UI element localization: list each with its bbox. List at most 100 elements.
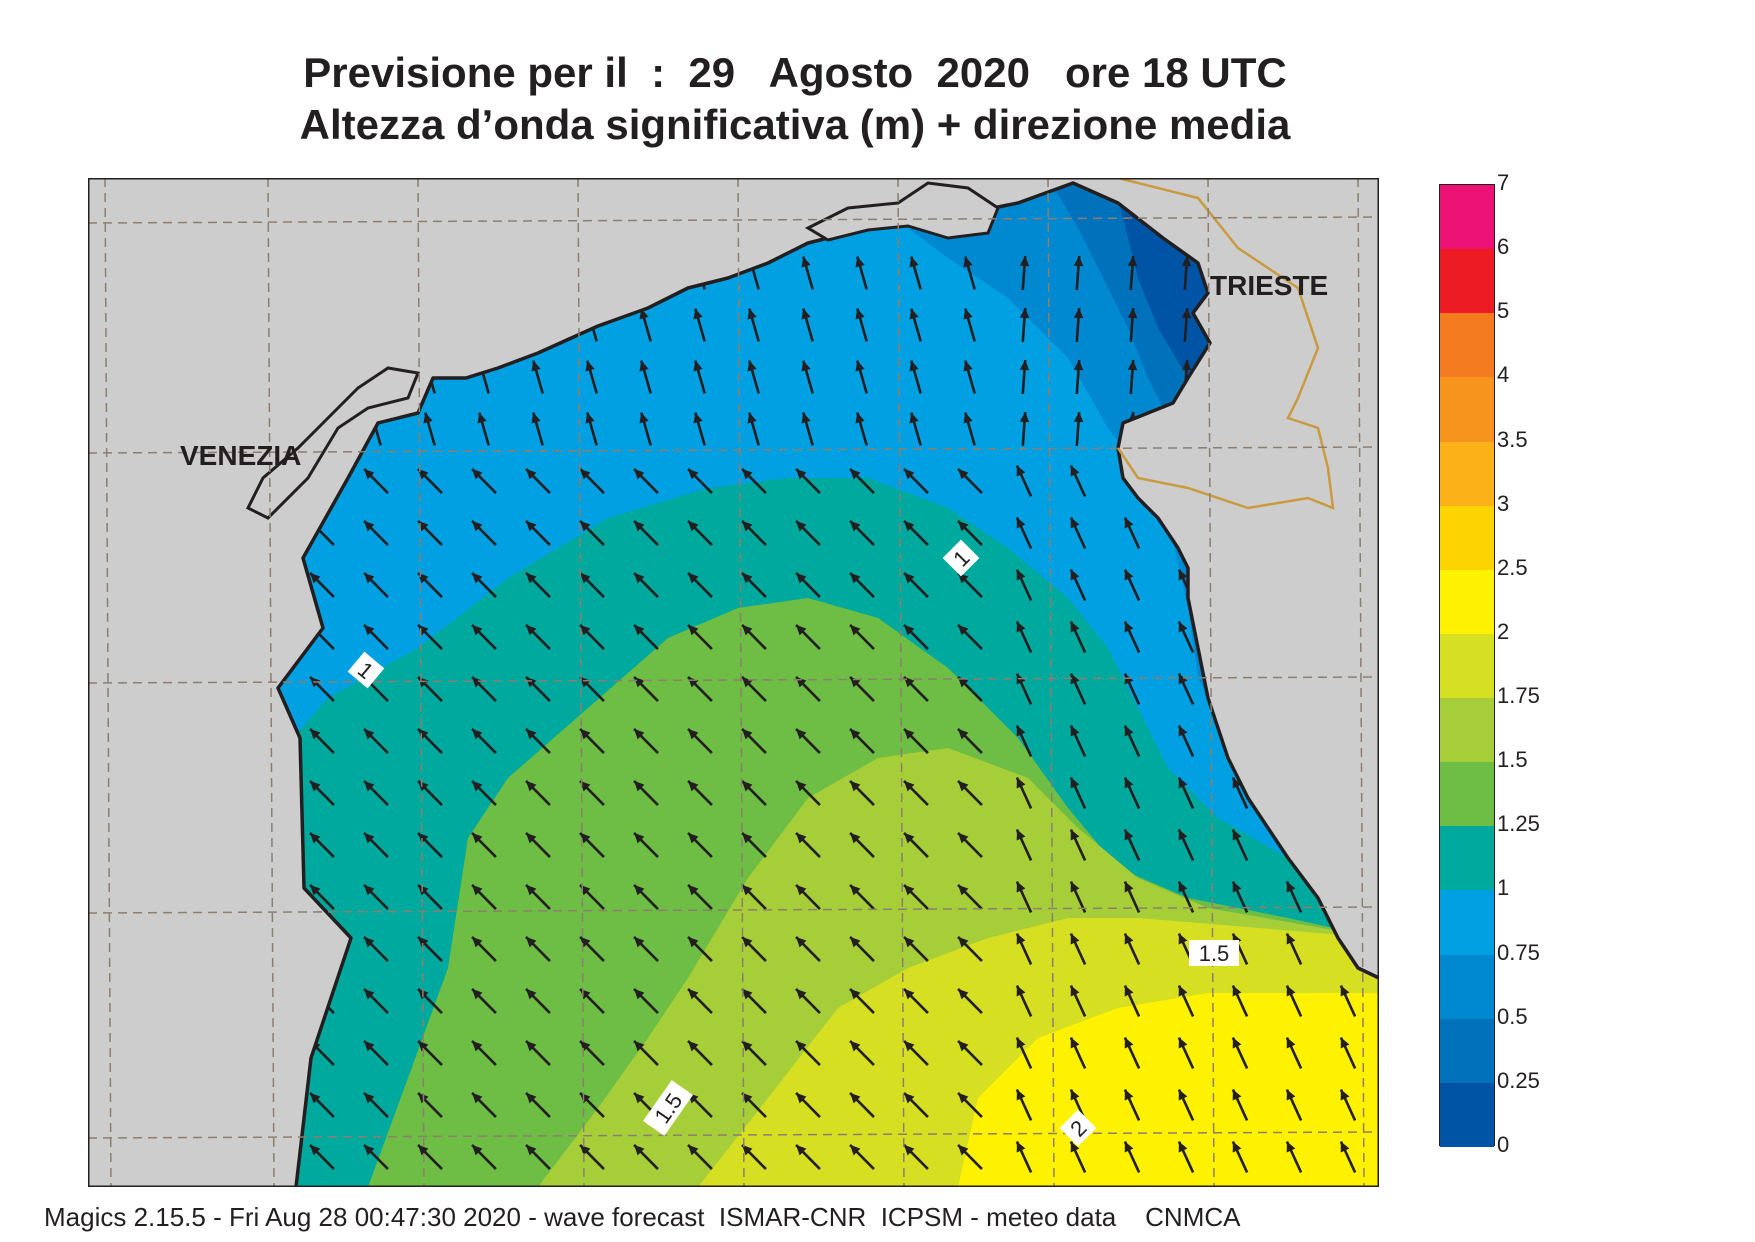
wave-direction-arrow <box>849 779 875 807</box>
wave-direction-arrow <box>957 467 983 495</box>
wave-direction-arrow <box>849 1039 875 1067</box>
band-2-2.5 <box>958 993 1379 1187</box>
wave-direction-arrow <box>741 935 767 963</box>
wave-direction-arrow <box>903 727 929 755</box>
wave-direction-arrow <box>687 1039 713 1067</box>
wave-direction-arrow <box>957 987 983 1015</box>
grid-meridian <box>737 178 745 1187</box>
wave-direction-arrow <box>741 883 767 911</box>
wave-direction-arrow <box>957 779 983 807</box>
wave-direction-arrow <box>795 1039 821 1067</box>
wave-direction-arrow <box>909 256 922 290</box>
wave-direction-arrow <box>477 412 490 446</box>
wave-direction-arrow <box>363 987 389 1015</box>
wave-direction-arrow <box>747 308 760 342</box>
color-scale-segment <box>1440 377 1494 443</box>
grid-meridian <box>267 178 275 1187</box>
wave-direction-arrow <box>801 412 814 446</box>
map-grid <box>88 178 1379 1187</box>
wave-direction-arrow <box>1019 359 1030 395</box>
wave-direction-arrow <box>639 360 652 394</box>
wave-direction-arrow <box>1069 569 1087 601</box>
wave-direction-arrow <box>417 1143 443 1171</box>
wave-direction-arrow <box>1123 1037 1141 1069</box>
wave-direction-arrow <box>1177 829 1195 861</box>
wave-direction-arrow <box>471 467 497 495</box>
wave-direction-arrow <box>525 883 551 911</box>
grid-parallel <box>88 906 1379 914</box>
color-scale-segment <box>1440 954 1494 1020</box>
color-scale-tick-label: 1.25 <box>1497 811 1540 837</box>
wave-direction-arrow <box>855 412 868 446</box>
wave-direction-arrow <box>957 831 983 859</box>
wave-direction-arrow <box>1231 777 1249 809</box>
wave-direction-arrow <box>1231 829 1249 861</box>
color-scale-segment <box>1440 1082 1494 1148</box>
wave-direction-arrow <box>579 1143 605 1171</box>
wave-direction-arrow <box>693 412 706 446</box>
place-label-venezia: VENEZIA <box>180 440 302 471</box>
wave-direction-arrow <box>1127 307 1138 343</box>
place-label-trieste: TRIESTE <box>1210 270 1329 301</box>
wave-direction-arrow <box>633 883 659 911</box>
wave-direction-arrow <box>1177 985 1195 1017</box>
wave-direction-arrow <box>417 1039 443 1067</box>
wave-direction-arrow <box>363 467 389 495</box>
wave-direction-arrow <box>1231 1089 1249 1121</box>
wave-direction-arrow <box>1127 359 1138 395</box>
wave-direction-arrow <box>957 883 983 911</box>
color-scale-segment <box>1440 569 1494 635</box>
wave-direction-arrow <box>525 935 551 963</box>
wave-direction-arrow <box>531 360 544 394</box>
coastline <box>276 181 1379 1187</box>
wave-direction-arrow <box>633 467 659 495</box>
wave-direction-arrow <box>1177 777 1195 809</box>
color-scale-tick-label: 2 <box>1497 618 1510 644</box>
wave-direction-arrow <box>741 987 767 1015</box>
map-frame <box>88 178 1379 1187</box>
wave-direction-arrow <box>849 519 875 547</box>
wave-direction-arrow <box>795 519 821 547</box>
wave-direction-arrow <box>471 1091 497 1119</box>
wave-direction-arrow <box>687 831 713 859</box>
wave-direction-arrow <box>903 935 929 963</box>
wave-direction-arrow <box>795 727 821 755</box>
wave-direction-arrow <box>525 623 551 651</box>
wave-direction-arrow <box>1069 517 1087 549</box>
wave-direction-arrow <box>633 571 659 599</box>
wave-direction-arrow <box>1123 517 1141 549</box>
wave-height-field <box>278 183 1379 1187</box>
wave-direction-arrow <box>909 308 922 342</box>
wave-direction-arrow <box>795 467 821 495</box>
wave-direction-arrow <box>1181 307 1192 343</box>
wave-direction-arrow <box>471 675 497 703</box>
wave-direction-arrow <box>903 883 929 911</box>
wave-direction-arrow <box>363 623 389 651</box>
wave-direction-arrow <box>1069 725 1087 757</box>
wave-direction-arrow <box>747 412 760 446</box>
wave-direction-arrow <box>855 360 868 394</box>
wave-direction-arrow <box>693 308 706 342</box>
wave-direction-arrow <box>363 1143 389 1171</box>
wave-direction-arrow <box>801 308 814 342</box>
wave-direction-arrow <box>795 831 821 859</box>
wave-direction-arrow <box>1339 1141 1357 1173</box>
wave-direction-arrow <box>471 727 497 755</box>
wave-direction-arrow <box>1177 621 1195 653</box>
lagoon-outline <box>245 366 421 520</box>
wave-direction-arrow <box>909 412 922 446</box>
wave-direction-arrow <box>1127 255 1138 291</box>
wave-direction-arrow <box>1123 725 1141 757</box>
color-scale-tick-label: 1.5 <box>1497 747 1528 773</box>
color-scale-segment <box>1440 185 1494 250</box>
wave-direction-arrow <box>957 1091 983 1119</box>
wave-direction-arrow <box>309 831 335 859</box>
color-scale-tick-label: 3 <box>1497 490 1510 516</box>
wave-direction-arrow <box>633 519 659 547</box>
wave-direction-arrow <box>687 935 713 963</box>
wave-direction-arrow <box>1015 985 1033 1017</box>
wave-direction-arrow <box>579 571 605 599</box>
color-scale-segment <box>1440 762 1494 827</box>
wave-direction-arrow <box>633 623 659 651</box>
wave-direction-arrow <box>579 831 605 859</box>
